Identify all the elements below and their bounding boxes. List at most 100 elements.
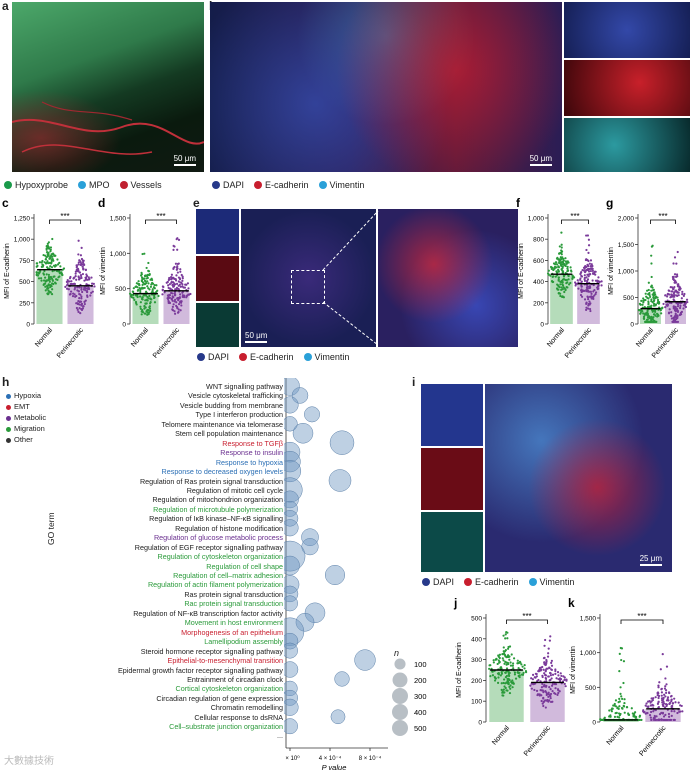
data-point (671, 294, 674, 297)
data-point (563, 678, 566, 681)
data-point (39, 277, 43, 280)
panel-i-letter: i (412, 375, 416, 389)
data-point (508, 674, 511, 677)
data-point (518, 674, 521, 677)
panel-i-ecadherin-channel (421, 448, 483, 510)
data-point (552, 268, 555, 271)
data-point (75, 264, 78, 267)
data-point (93, 285, 96, 288)
data-point (497, 654, 500, 657)
data-point (175, 301, 178, 304)
panel-e-zoom (378, 209, 518, 347)
go-bubble (284, 689, 298, 706)
data-point (139, 289, 142, 292)
legend-e: DAPI E-cadherin Vimentin (197, 352, 349, 362)
data-point (503, 653, 506, 656)
data-point (656, 296, 659, 299)
data-point (79, 254, 83, 257)
size-legend-bubble (392, 720, 408, 736)
data-point (132, 294, 135, 297)
data-point (642, 312, 645, 315)
data-point (177, 298, 180, 301)
significance-label: *** (637, 612, 646, 621)
data-point (533, 688, 536, 692)
data-point (496, 662, 499, 666)
x-tick-label: Normal (635, 326, 655, 348)
go-term-label: Regulation of NF-κB transcription factor… (133, 608, 283, 618)
go-bubble (284, 661, 299, 678)
data-point (181, 291, 184, 294)
data-point (649, 710, 653, 714)
data-point (556, 256, 559, 259)
data-point (51, 288, 54, 291)
ecadherin-dot-icon (254, 181, 263, 189)
data-point (541, 682, 544, 686)
data-point (587, 244, 591, 247)
data-point (588, 262, 591, 265)
size-legend-bubble (392, 688, 408, 704)
data-point (172, 296, 175, 299)
go-term-label: Movement in host environment (184, 618, 283, 628)
data-point (548, 699, 551, 702)
data-point (504, 655, 507, 658)
data-point (48, 280, 51, 283)
data-point (498, 653, 502, 656)
data-point (503, 685, 506, 688)
data-point (617, 701, 620, 704)
data-point (579, 272, 582, 275)
data-point (512, 681, 515, 684)
data-point (175, 237, 178, 241)
data-point (569, 266, 572, 269)
data-point (622, 681, 625, 685)
data-point (571, 277, 574, 280)
data-point (679, 306, 682, 310)
data-point (56, 258, 59, 261)
data-point (664, 713, 667, 716)
go-term-label: Regulation of cell shape (206, 561, 283, 571)
data-point (66, 279, 69, 282)
vimentin-dot-icon (303, 353, 312, 361)
data-point (670, 714, 673, 717)
data-point (75, 294, 78, 298)
data-point (676, 310, 680, 313)
data-point (667, 712, 671, 716)
data-point (489, 675, 492, 678)
data-point (678, 286, 681, 289)
data-point (76, 308, 79, 311)
data-point (547, 652, 550, 655)
data-point (132, 296, 135, 300)
data-point (622, 660, 626, 663)
data-point (60, 271, 63, 274)
data-point (542, 700, 546, 703)
data-point (504, 633, 507, 636)
x-tick-label: Normal (491, 724, 511, 746)
data-point (141, 287, 144, 290)
panel-i-divider-2 (421, 511, 483, 512)
data-point (143, 252, 146, 255)
data-point (663, 693, 666, 696)
data-point (676, 317, 679, 320)
data-point (656, 301, 659, 305)
data-point (176, 248, 179, 251)
data-point (75, 278, 78, 281)
data-point (177, 303, 181, 306)
data-point (139, 307, 142, 310)
data-point (586, 273, 589, 276)
go-term-label: Cortical cytoskeleton organization (175, 684, 283, 694)
data-point (82, 259, 85, 262)
size-legend-label: 300 (414, 692, 427, 701)
data-point (506, 689, 509, 692)
data-point (79, 300, 82, 303)
data-point (518, 676, 521, 679)
data-point (50, 266, 54, 269)
data-point (492, 661, 495, 664)
data-point (645, 702, 648, 705)
data-point (66, 280, 70, 283)
data-point (172, 284, 175, 287)
data-point (499, 674, 502, 677)
data-point (512, 662, 515, 665)
data-point (658, 681, 661, 684)
panel-e-zoom-lines (322, 210, 379, 346)
data-point (548, 679, 551, 682)
